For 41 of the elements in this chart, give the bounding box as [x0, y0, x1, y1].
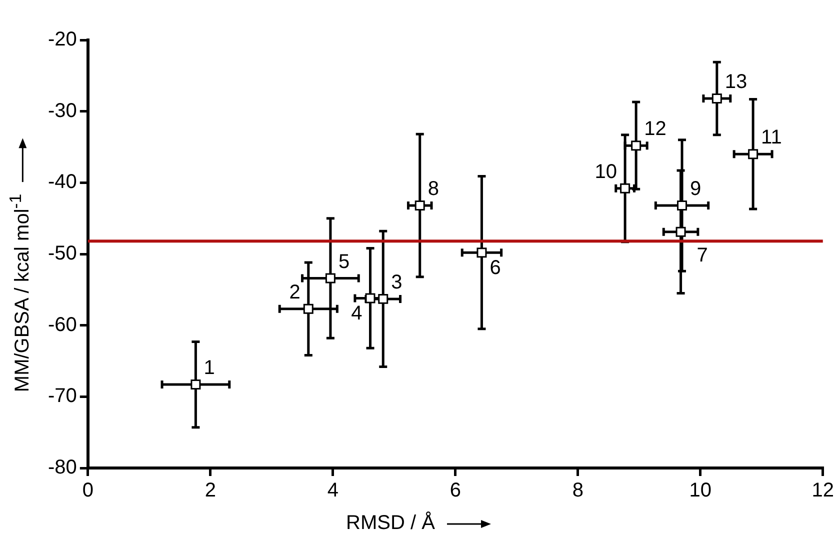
x-tick-label: 6: [450, 480, 461, 502]
annotation: 13: [724, 71, 748, 94]
point: [620, 183, 630, 194]
point: [712, 94, 722, 104]
y-tick-label: -20: [48, 28, 77, 51]
point: [303, 304, 314, 314]
point: [414, 200, 425, 210]
annotation: 8: [428, 178, 439, 200]
annotation: 5: [338, 250, 350, 273]
point: [365, 293, 376, 304]
y-tick-label: -70: [48, 385, 77, 408]
annotation: 9: [690, 178, 702, 200]
x-tick-label: 2: [204, 480, 216, 502]
x-tick-label: 8: [572, 480, 584, 502]
annotation: 11: [761, 126, 782, 149]
x-tick-label: 0: [82, 480, 94, 502]
x-axis-title: RMSD / Å: [346, 512, 435, 534]
point: [190, 380, 201, 390]
y-tick-label: -30: [48, 100, 77, 122]
point: [677, 200, 687, 210]
point: [748, 149, 758, 160]
point: [631, 140, 642, 151]
annotation: 2: [289, 281, 300, 304]
annotation: 7: [696, 244, 708, 266]
x-tick-label: 10: [689, 480, 712, 502]
point: [476, 248, 487, 258]
annotation: 1: [204, 357, 215, 380]
y-tick-label: -80: [48, 456, 77, 479]
annotation: 12: [644, 118, 666, 140]
y-tick-label: -40: [48, 171, 77, 194]
y-tick-label: -50: [48, 242, 77, 265]
point: [676, 226, 686, 237]
annotation: 6: [490, 257, 501, 280]
point: [378, 294, 388, 304]
x-tick-label: 12: [812, 480, 834, 502]
y-tick-label: -60: [48, 314, 77, 336]
point: [325, 273, 336, 284]
annotation: 3: [391, 271, 402, 294]
annotation: 10: [594, 160, 618, 183]
annotation: 4: [351, 302, 362, 325]
x-tick-label: 4: [327, 480, 338, 502]
